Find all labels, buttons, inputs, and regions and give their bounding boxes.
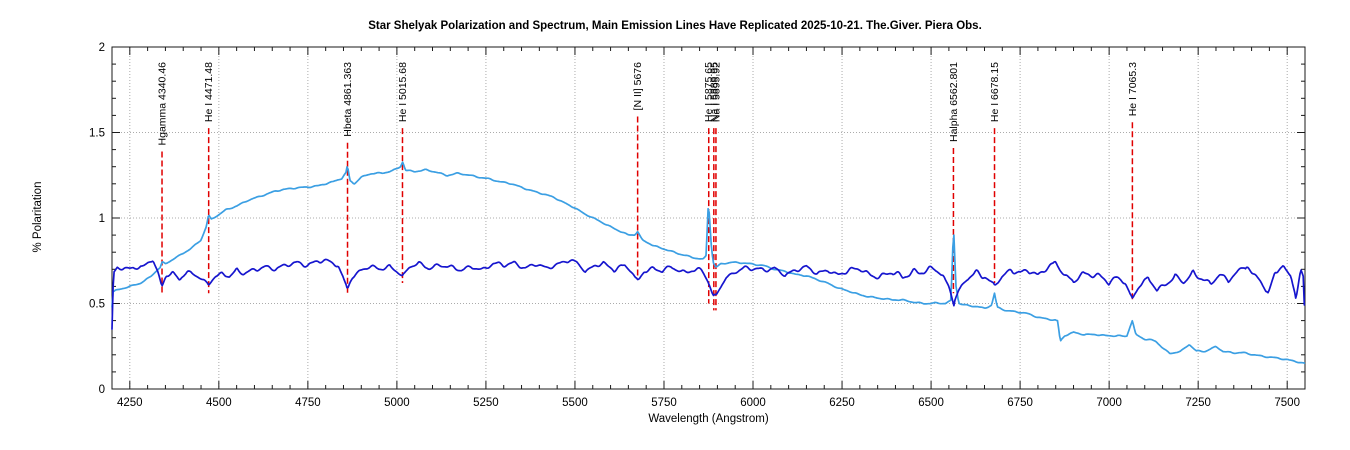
x-tick-label: 6250: [829, 397, 855, 409]
y-tick-label: 1: [99, 213, 105, 225]
x-tick-label: 5250: [473, 397, 499, 409]
x-tick-label: 7500: [1274, 397, 1300, 409]
y-axis-label: % Polaritation: [32, 181, 44, 253]
emission-line-label: Halpha 6562.801: [948, 62, 960, 142]
chart-title: Star Shelyak Polarization and Spectrum, …: [368, 20, 982, 32]
emission-line-label: He I 5015.68: [397, 62, 409, 122]
x-tick-label: 7250: [1185, 397, 1211, 409]
x-tick-label: 4250: [117, 397, 143, 409]
x-tick-label: 4500: [206, 397, 232, 409]
series-spectrum: [111, 161, 1306, 364]
emission-line-label: [N II] 5676: [632, 62, 644, 111]
x-tick-label: 5750: [651, 397, 677, 409]
emission-line-label: Hgamma 4340.46: [157, 62, 169, 146]
x-tick-label: 6000: [740, 397, 766, 409]
x-tick-label: 6750: [1007, 397, 1033, 409]
x-tick-label: 4750: [295, 397, 321, 409]
emission-line-label: Na I 5895.92: [710, 62, 722, 122]
x-tick-label: 7000: [1096, 397, 1122, 409]
emission-line-label: He I 4471.48: [203, 62, 215, 122]
emission-line-label: Hbeta 4861.363: [342, 62, 354, 137]
y-tick-label: 0.5: [89, 299, 105, 311]
emission-line-label: Na I 5889.95: [708, 62, 720, 122]
emission-line-label: He I 5875.65: [703, 62, 715, 122]
emission-line-label: He I 6678.15: [989, 62, 1001, 122]
x-tick-label: 5500: [562, 397, 588, 409]
x-axis-label: Wavelength (Angstrom): [648, 413, 769, 425]
x-tick-label: 6500: [918, 397, 944, 409]
emission-line-label: He I 7065.3: [1127, 62, 1139, 116]
series-polarization: [111, 258, 1306, 330]
y-tick-label: 1.5: [89, 128, 105, 140]
x-tick-label: 5000: [384, 397, 410, 409]
y-tick-label: 2: [99, 42, 105, 54]
y-tick-label: 0: [99, 384, 105, 396]
